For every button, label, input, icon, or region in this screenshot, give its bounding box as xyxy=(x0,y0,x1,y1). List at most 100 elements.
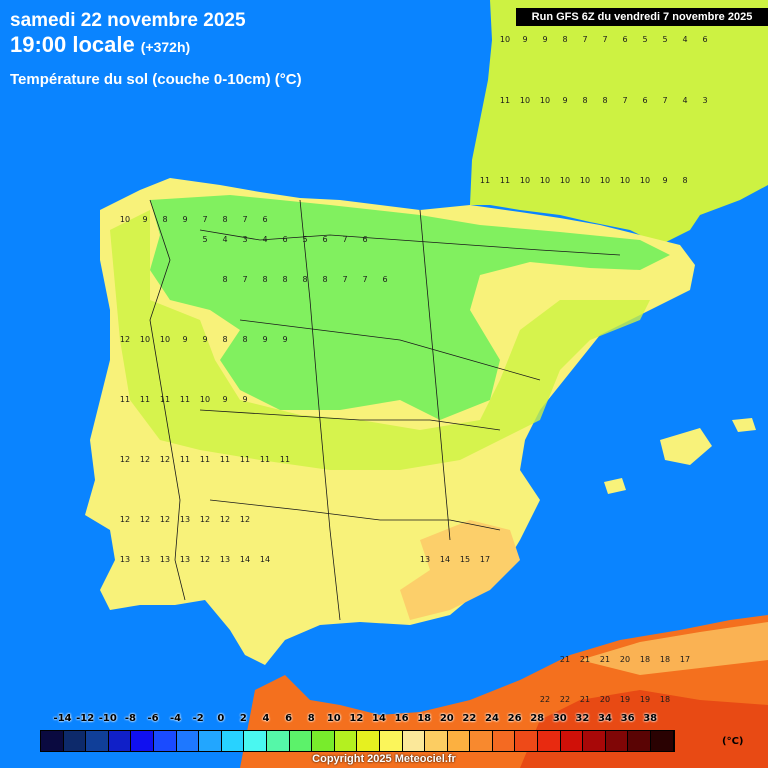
svg-text:8: 8 xyxy=(682,176,687,185)
svg-text:21: 21 xyxy=(580,655,590,664)
svg-text:9: 9 xyxy=(262,335,267,344)
legend-swatch xyxy=(628,731,652,751)
svg-text:8: 8 xyxy=(322,275,327,284)
svg-text:12: 12 xyxy=(240,515,250,524)
svg-text:12: 12 xyxy=(200,515,210,524)
mallorca-island xyxy=(660,428,712,465)
svg-text:14: 14 xyxy=(440,555,450,564)
svg-text:9: 9 xyxy=(542,35,547,44)
svg-text:10: 10 xyxy=(120,215,130,224)
legend-swatch xyxy=(402,731,426,751)
svg-text:11: 11 xyxy=(180,395,190,404)
legend-tick-label: 24 xyxy=(485,713,499,724)
svg-text:11: 11 xyxy=(280,455,290,464)
legend-colorbar xyxy=(40,730,675,752)
svg-text:7: 7 xyxy=(242,215,247,224)
svg-text:13: 13 xyxy=(160,555,170,564)
svg-text:6: 6 xyxy=(282,235,287,244)
legend-swatch xyxy=(63,731,87,751)
legend-swatch xyxy=(538,731,561,751)
legend-tick-label: 20 xyxy=(439,713,454,724)
svg-text:13: 13 xyxy=(120,555,130,564)
svg-text:14: 14 xyxy=(260,555,270,564)
svg-text:6: 6 xyxy=(382,275,387,284)
svg-text:7: 7 xyxy=(602,35,607,44)
svg-text:14: 14 xyxy=(240,555,250,564)
svg-text:8: 8 xyxy=(222,275,227,284)
svg-text:8: 8 xyxy=(162,215,167,224)
svg-text:7: 7 xyxy=(662,96,667,105)
svg-text:9: 9 xyxy=(182,335,187,344)
svg-text:11: 11 xyxy=(200,455,210,464)
svg-text:8: 8 xyxy=(562,35,567,44)
svg-text:10: 10 xyxy=(560,176,570,185)
svg-text:10: 10 xyxy=(520,176,530,185)
svg-text:6: 6 xyxy=(262,215,267,224)
legend-swatch xyxy=(221,731,245,751)
legend-tick-label: -14 xyxy=(53,713,72,724)
svg-text:12: 12 xyxy=(200,555,210,564)
forecast-time: 19:00 locale (+372h) xyxy=(10,32,190,58)
legend-tick-label: 22 xyxy=(462,713,477,724)
svg-text:7: 7 xyxy=(242,275,247,284)
svg-text:15: 15 xyxy=(460,555,470,564)
svg-text:9: 9 xyxy=(202,335,207,344)
legend-tick-label: 14 xyxy=(372,713,386,724)
legend-tick-label: 2 xyxy=(239,713,247,724)
legend-tick-label: 30 xyxy=(552,713,567,724)
svg-text:22: 22 xyxy=(540,695,550,704)
legend-swatch xyxy=(176,731,200,751)
legend-swatch xyxy=(357,731,380,751)
svg-text:9: 9 xyxy=(522,35,527,44)
forecast-date: samedi 22 novembre 2025 xyxy=(10,10,246,31)
legend-swatch xyxy=(41,731,64,751)
legend-swatch xyxy=(334,731,358,751)
svg-text:12: 12 xyxy=(140,515,150,524)
legend-swatch xyxy=(312,731,335,751)
menorca-island xyxy=(732,418,756,432)
region-borders xyxy=(149,199,621,621)
legend-swatch xyxy=(605,731,629,751)
svg-text:11: 11 xyxy=(180,455,190,464)
svg-text:7: 7 xyxy=(622,96,627,105)
legend-swatch xyxy=(425,731,448,751)
svg-text:19: 19 xyxy=(640,695,650,704)
legend-tick-label: 38 xyxy=(643,713,658,724)
svg-text:9: 9 xyxy=(182,215,187,224)
svg-text:6: 6 xyxy=(642,96,647,105)
legend-swatch xyxy=(108,731,132,751)
svg-text:10: 10 xyxy=(140,335,150,344)
mild-belt xyxy=(110,210,650,470)
svg-text:4: 4 xyxy=(682,35,687,44)
legend-tick-label: 26 xyxy=(507,713,522,724)
svg-text:8: 8 xyxy=(222,215,227,224)
svg-text:6: 6 xyxy=(622,35,627,44)
north-africa-coast xyxy=(580,622,768,675)
legend-tick-label: 28 xyxy=(530,713,545,724)
legend-swatch xyxy=(583,731,606,751)
svg-text:9: 9 xyxy=(222,395,227,404)
svg-text:21: 21 xyxy=(580,695,590,704)
svg-text:11: 11 xyxy=(160,395,170,404)
run-label: Run GFS 6Z du vendredi 7 novembre 2025 xyxy=(516,8,768,26)
svg-text:7: 7 xyxy=(582,35,587,44)
svg-text:10: 10 xyxy=(620,176,630,185)
legend-swatch xyxy=(289,731,313,751)
legend-tick-label: 18 xyxy=(417,713,432,724)
svg-text:18: 18 xyxy=(660,695,670,704)
svg-text:12: 12 xyxy=(160,455,170,464)
legend-swatch xyxy=(447,731,471,751)
forecast-time-label: 19:00 locale xyxy=(10,32,135,57)
svg-text:11: 11 xyxy=(120,395,130,404)
svg-text:8: 8 xyxy=(242,335,247,344)
svg-text:4: 4 xyxy=(262,235,267,244)
legend-tick-label: 10 xyxy=(326,713,341,724)
legend-tick-label: -10 xyxy=(98,713,117,724)
legend-tick-label: 4 xyxy=(262,713,270,724)
legend-swatch xyxy=(651,731,674,751)
legend-tick-label: 12 xyxy=(349,713,364,724)
legend-swatch xyxy=(266,731,290,751)
value-grid: 10 9 9 8 7 7 6 5 5 4 6 11 10 10 9 8 8 7 6 7 4 3 11 11 10 10 10 10… xyxy=(120,35,708,704)
svg-text:8: 8 xyxy=(582,96,587,105)
